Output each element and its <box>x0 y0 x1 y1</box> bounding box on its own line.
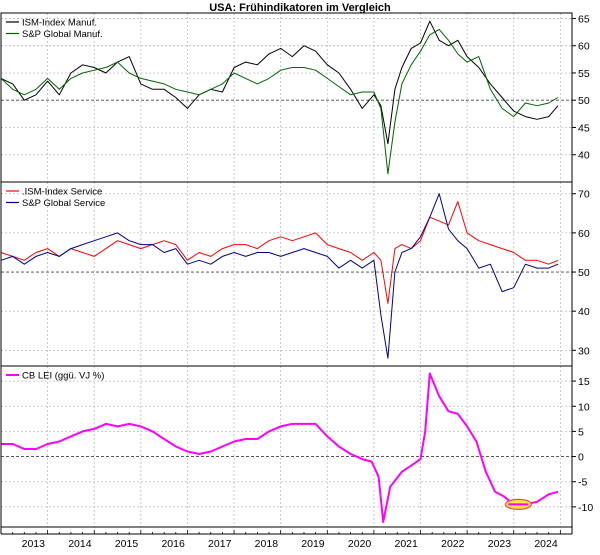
panel-1-ytick-label-55: 55 <box>578 68 590 80</box>
chart-title: USA: Frühindikatoren im Vergleich <box>209 2 391 14</box>
panel-2-ytick-label-40: 40 <box>578 306 590 318</box>
panel-3-ytick-label-5: 5 <box>578 426 584 438</box>
x-tick-label-2019: 2019 <box>301 538 325 550</box>
panel-2-ytick-label-30: 30 <box>578 345 590 357</box>
legend-label-2-2: S&P Global Service <box>22 198 105 209</box>
grid-layer <box>1 13 572 527</box>
x-tick-label-2014: 2014 <box>68 538 92 550</box>
panel-3-ytick-label--5: -5 <box>578 477 587 489</box>
legend-label-3-1: CB LEI (ggü. VJ %) <box>22 371 104 382</box>
x-tick-label-2017: 2017 <box>208 538 232 550</box>
panel-3-ytick-label-0: 0 <box>578 452 584 464</box>
x-tick-label-2016: 2016 <box>161 538 185 550</box>
panel-2-ytick-label-60: 60 <box>578 228 590 240</box>
panel-1-ytick-label-50: 50 <box>578 95 590 107</box>
panel-1-ytick-label-65: 65 <box>578 13 590 25</box>
x-tick-label-2015: 2015 <box>115 538 139 550</box>
panel-3-ytick-label-15: 15 <box>578 376 590 388</box>
series-layer <box>0 20 559 523</box>
panel-1-ytick-label-40: 40 <box>578 150 590 162</box>
panel-3-ytick-label--10: -10 <box>578 502 593 514</box>
legend-label-2-1: .ISM-Index Service <box>22 187 102 198</box>
series-line-s-p-global-manuf <box>0 28 559 175</box>
panel-2-frame <box>0 181 573 367</box>
panel-frames-layer <box>0 12 573 528</box>
x-tick-label-2021: 2021 <box>395 538 419 550</box>
x-tick-label-2022: 2022 <box>441 538 465 550</box>
legend-label-1-2: S&P Global Manuf. <box>22 29 103 40</box>
series-line-cb-lei-gg-vj <box>1 372 559 523</box>
x-tick-label-2023: 2023 <box>488 538 512 550</box>
x-tick-label-2018: 2018 <box>255 538 279 550</box>
x-tick-label-2020: 2020 <box>348 538 372 550</box>
x-tick-label-2013: 2013 <box>22 538 46 550</box>
series-line-s-p-global-service <box>0 193 559 359</box>
panel-3-ytick-label-10: 10 <box>578 401 590 413</box>
panel-2-ytick-label-50: 50 <box>578 267 590 279</box>
panel-1-ytick-label-60: 60 <box>578 41 590 53</box>
x-tick-label-2024: 2024 <box>534 538 558 550</box>
legend-label-1-1: ISM-Index Manuf. <box>22 18 97 29</box>
reference-lines-layer <box>1 99 572 458</box>
panel-3-frame <box>0 365 573 528</box>
axis-labels-layer: 40 45 50 55 60 65 30 40 50 60 70 -10 -5 0 5 10 15 2013 201… <box>0 13 593 550</box>
legend-layer: ISM-Index Manuf.S&P Global Manuf. .ISM-In… <box>6 18 105 382</box>
panel-2-ytick-label-70: 70 <box>578 189 590 201</box>
series-line-ism-index-service <box>0 201 559 304</box>
series-line-ism-index-manuf <box>0 20 559 145</box>
panel-1-ytick-label-45: 45 <box>578 122 590 134</box>
